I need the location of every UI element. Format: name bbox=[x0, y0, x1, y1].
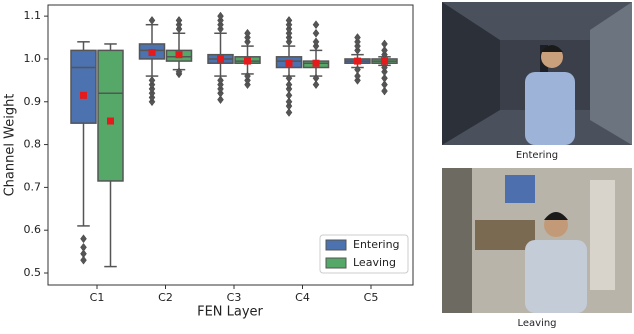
mean bbox=[285, 59, 293, 67]
outlier bbox=[285, 108, 293, 117]
outlier bbox=[148, 75, 156, 85]
mean bbox=[217, 55, 224, 63]
box-group bbox=[275, 15, 303, 117]
outlier bbox=[175, 15, 183, 25]
outlier bbox=[217, 11, 224, 21]
outlier bbox=[312, 73, 320, 83]
box-group bbox=[138, 15, 166, 107]
outlier bbox=[312, 80, 320, 90]
box-group bbox=[207, 11, 234, 105]
outlier bbox=[312, 37, 320, 47]
outlier bbox=[244, 28, 251, 38]
box bbox=[70, 49, 97, 124]
y-tick-label: 1.1 bbox=[24, 9, 42, 22]
x-axis-label: FEN Layer bbox=[197, 305, 263, 320]
x-tick-label: C2 bbox=[158, 291, 173, 304]
outlier bbox=[312, 28, 320, 38]
outlier bbox=[285, 97, 293, 107]
outlier bbox=[381, 45, 388, 55]
outlier bbox=[217, 95, 224, 105]
outlier bbox=[285, 80, 293, 90]
photo bbox=[442, 2, 632, 145]
outlier bbox=[285, 90, 293, 100]
box-group bbox=[371, 39, 398, 96]
photo bbox=[442, 168, 632, 313]
legend-label: Leaving bbox=[353, 256, 396, 269]
outlier bbox=[354, 71, 361, 81]
y-tick-label: 1.0 bbox=[24, 52, 42, 65]
mean bbox=[175, 51, 183, 59]
outlier bbox=[312, 20, 320, 30]
box-group bbox=[302, 20, 330, 90]
outlier bbox=[381, 80, 388, 90]
outlier bbox=[217, 75, 224, 85]
outlier bbox=[285, 15, 293, 25]
outlier bbox=[354, 33, 361, 42]
x-tick-label: C3 bbox=[227, 291, 242, 304]
y-tick-label: 0.9 bbox=[24, 95, 42, 108]
y-tick-label: 0.6 bbox=[24, 223, 42, 236]
outlier bbox=[148, 15, 156, 25]
y-tick-label: 0.7 bbox=[24, 180, 42, 193]
box-group bbox=[97, 43, 124, 268]
legend-swatch bbox=[325, 257, 347, 269]
outlier bbox=[354, 65, 361, 75]
mean bbox=[80, 91, 87, 99]
box-group bbox=[165, 15, 193, 79]
outlier bbox=[80, 255, 87, 265]
outlier bbox=[80, 234, 87, 244]
outlier bbox=[244, 71, 251, 81]
legend-label: Entering bbox=[353, 238, 400, 251]
outlier bbox=[381, 86, 388, 96]
mean bbox=[107, 117, 114, 125]
legend-swatch bbox=[325, 239, 347, 251]
box-group bbox=[234, 28, 261, 90]
y-tick-label: 0.5 bbox=[24, 266, 42, 279]
mean bbox=[148, 49, 156, 57]
box bbox=[97, 49, 124, 182]
y-tick-label: 0.8 bbox=[24, 138, 42, 151]
mean bbox=[354, 57, 361, 65]
box-group bbox=[70, 41, 97, 265]
outlier bbox=[175, 67, 183, 77]
x-tick-label: C1 bbox=[90, 291, 105, 304]
image-caption: Entering bbox=[516, 150, 558, 161]
mean bbox=[381, 57, 388, 65]
outlier bbox=[381, 73, 388, 83]
y-axis-label: Channel Weight bbox=[3, 94, 18, 197]
outlier bbox=[381, 63, 388, 72]
box-group bbox=[344, 33, 371, 85]
outlier bbox=[285, 73, 293, 83]
mean bbox=[312, 59, 320, 67]
mean bbox=[244, 57, 251, 65]
image-caption: Leaving bbox=[517, 318, 556, 329]
x-tick-label: C5 bbox=[364, 291, 379, 304]
outlier bbox=[381, 39, 388, 49]
x-tick-label: C4 bbox=[295, 291, 310, 304]
